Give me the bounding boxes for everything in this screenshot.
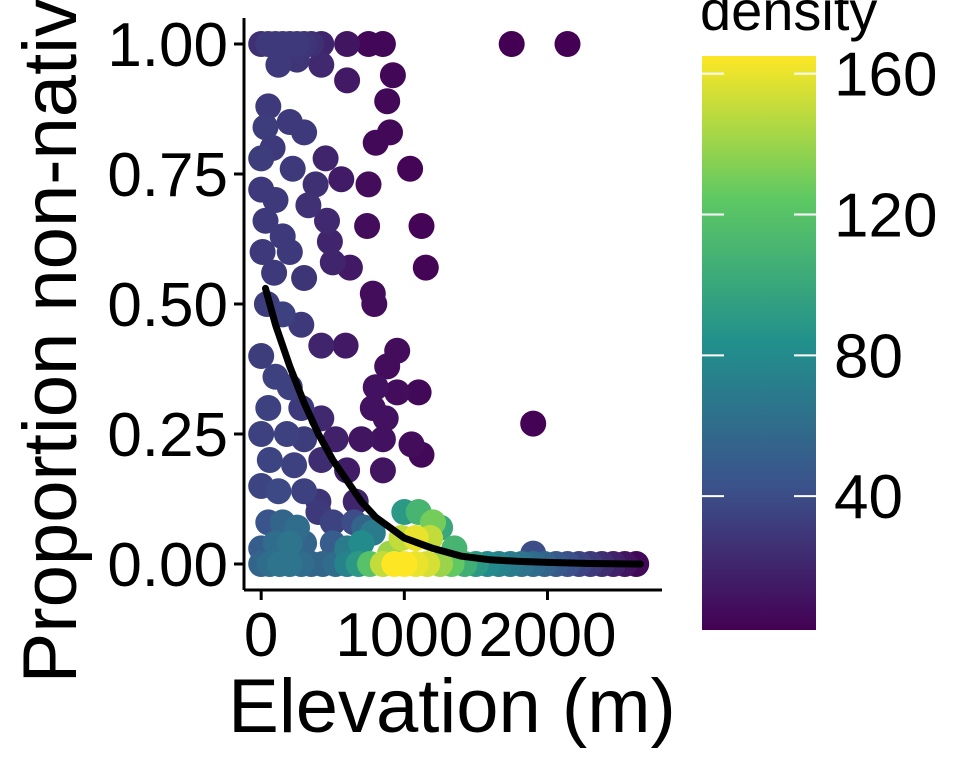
scatter-point — [248, 421, 275, 447]
scatter-point — [377, 119, 403, 146]
y-tick-label: 1.00 — [107, 11, 228, 80]
scatter-point — [355, 171, 382, 198]
scatter-point — [308, 332, 335, 359]
y-tick-label: 0.75 — [107, 141, 228, 210]
colorbar — [702, 56, 816, 630]
scatter-point — [256, 447, 283, 473]
scatter-point — [265, 51, 292, 78]
scatter-point — [334, 31, 361, 57]
y-tick-label: 0.00 — [107, 531, 228, 600]
axes-layer: 0.00 0.25 0.50 0.75 1.00 0 1000 2000 — [107, 11, 662, 670]
colorbar-tick-label: 40 — [834, 463, 903, 532]
scatter-point — [354, 213, 381, 239]
scatter-point — [312, 145, 339, 172]
scatter-point — [291, 119, 318, 146]
scatter-point — [252, 114, 279, 141]
scatter-point — [520, 410, 547, 437]
y-tick-label: 0.25 — [107, 401, 228, 470]
legend-title: density — [700, 0, 877, 42]
scatter-point — [374, 353, 401, 380]
scatter-point — [308, 51, 335, 78]
points-layer — [248, 31, 650, 577]
scatter-point — [255, 93, 282, 120]
x-tick-label: 0 — [244, 601, 278, 670]
scatter-point — [295, 192, 322, 219]
x-tick-label: 2000 — [479, 601, 617, 670]
scatter-point — [398, 431, 425, 458]
scatter-point — [262, 187, 289, 213]
scatter-point — [249, 239, 276, 265]
scatter-point — [348, 426, 375, 453]
scatter-point — [342, 488, 369, 515]
scatter-point — [248, 145, 275, 172]
scatter-point — [291, 478, 318, 505]
scatter-point — [374, 88, 401, 115]
scatter-point — [332, 332, 359, 359]
fit-line-layer — [262, 284, 644, 568]
scatter-point — [276, 551, 303, 577]
scatter-point — [498, 31, 525, 57]
legend-layer: 40 80 120 160 — [702, 41, 937, 630]
x-tick-label: 1000 — [335, 601, 473, 670]
scatter-point — [348, 530, 375, 557]
scatter-point — [391, 551, 418, 577]
scatter-point — [379, 62, 406, 89]
scatter-point — [554, 31, 581, 57]
scatter-point — [281, 452, 308, 479]
scatter-point — [302, 171, 329, 198]
scatter-point — [265, 478, 292, 505]
scatter-point — [248, 343, 275, 369]
scatter-point — [322, 426, 349, 453]
scatter-point — [369, 31, 396, 57]
scatter-point — [408, 213, 435, 239]
scatter-point — [372, 405, 399, 432]
scatter-point — [361, 291, 388, 317]
scatter-point — [319, 249, 346, 276]
colorbar-tick-label: 80 — [834, 322, 903, 391]
scatter-point — [362, 374, 389, 401]
fit-line — [262, 284, 644, 568]
scatter-point — [276, 530, 303, 557]
scatter-point — [291, 265, 318, 291]
scatter-point — [369, 426, 396, 453]
scatter-point — [252, 207, 279, 234]
scatter-point — [279, 155, 306, 182]
scatter-point — [261, 259, 288, 286]
scatter-point — [255, 395, 282, 421]
scatter-point — [273, 421, 300, 447]
scatter-point — [276, 239, 303, 265]
scatter-point — [397, 155, 424, 182]
scatter-point — [314, 207, 340, 234]
y-tick-label: 0.50 — [107, 271, 228, 340]
scatter-point — [369, 457, 396, 484]
scatter-point — [284, 31, 310, 57]
colorbar-tick-label: 120 — [834, 181, 937, 250]
scatter-point — [334, 67, 361, 94]
y-axis-title: Proportion non-native — [8, 0, 93, 683]
scatter-point — [319, 509, 346, 536]
scatter-point — [328, 166, 355, 193]
scatter-point — [412, 254, 439, 281]
x-axis-title: Elevation (m) — [228, 664, 676, 749]
scatter-point — [384, 379, 411, 406]
scatter-point — [316, 228, 343, 255]
scatter-point — [405, 379, 432, 406]
colorbar-tick-label: 160 — [834, 41, 937, 110]
